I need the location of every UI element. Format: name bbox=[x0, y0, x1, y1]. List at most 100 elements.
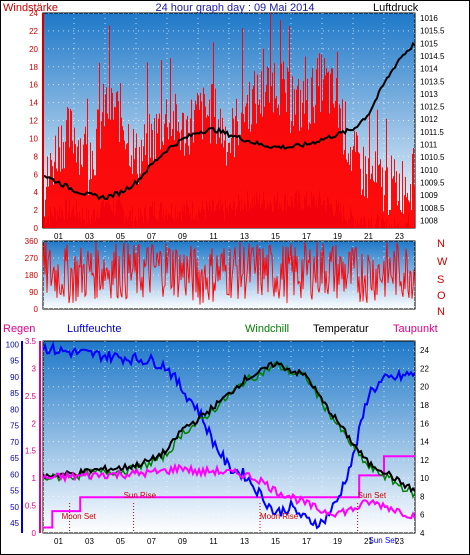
hour-tick-label: 23 bbox=[395, 232, 404, 241]
rain-tick-label: 1.5 bbox=[25, 447, 37, 456]
hour-tick-label: 09 bbox=[178, 232, 187, 241]
pressure-tick-label: 1009.5 bbox=[420, 178, 445, 187]
wind-direction-line bbox=[43, 241, 415, 305]
hour-tick-label: 07 bbox=[147, 232, 156, 241]
temperature-tick-label: 4 bbox=[420, 529, 425, 538]
hour-tick-label: 11 bbox=[209, 537, 218, 546]
hour-tick-label: 09 bbox=[178, 537, 187, 546]
hour-tick-label: 21 bbox=[364, 232, 373, 241]
humidity-tick-label: 70 bbox=[10, 438, 19, 447]
hour-tick-label: 15 bbox=[271, 537, 280, 546]
temperature-tick-label: 8 bbox=[420, 492, 425, 501]
rain-line bbox=[43, 455, 415, 529]
wind-axis-title: Windstärke bbox=[3, 2, 58, 14]
wind-tick-label: 4 bbox=[34, 188, 39, 197]
pressure-tick-label: 1012 bbox=[420, 115, 438, 124]
temperature-tick-label: 6 bbox=[420, 511, 425, 520]
pressure-tick-label: 1013.5 bbox=[420, 77, 445, 86]
humidity-tick-label: 90 bbox=[10, 373, 19, 382]
windchill-legend: Windchill bbox=[245, 323, 289, 335]
hour-tick-label: 05 bbox=[116, 232, 125, 241]
wind-tick-label: 6 bbox=[34, 170, 39, 179]
rain-tick-label: 3.5 bbox=[25, 337, 37, 346]
event-annotation: Sun Set bbox=[369, 536, 398, 545]
hour-tick-label: 15 bbox=[271, 232, 280, 241]
pressure-tick-label: 1010.5 bbox=[420, 153, 445, 162]
direction-tick-label: 90 bbox=[29, 288, 38, 297]
hour-tick-label: 03 bbox=[85, 232, 94, 241]
humidity-tick-label: 45 bbox=[10, 519, 19, 528]
rain-tick-label: 2.5 bbox=[25, 392, 37, 401]
wind-tick-label: 22 bbox=[29, 27, 38, 36]
hour-tick-label: 07 bbox=[147, 537, 156, 546]
temperature-tick-label: 20 bbox=[420, 383, 429, 392]
humidity-tick-label: 55 bbox=[10, 487, 19, 496]
temperature-tick-label: 24 bbox=[420, 346, 429, 355]
wind-tick-label: 16 bbox=[29, 81, 38, 90]
pressure-line bbox=[43, 42, 415, 201]
temperature-tick-label: 16 bbox=[420, 419, 429, 428]
hour-tick-label: 13 bbox=[240, 232, 249, 241]
rain-tick-label: 3 bbox=[32, 364, 37, 373]
pressure-tick-label: 1008.5 bbox=[420, 204, 445, 213]
event-annotation: Moon Rise bbox=[260, 512, 299, 521]
wind-tick-label: 24 bbox=[29, 9, 38, 18]
compass-label: O bbox=[437, 290, 446, 302]
dewpoint-line bbox=[43, 462, 415, 520]
hour-tick-label: 23 bbox=[395, 537, 404, 546]
compass-label: W bbox=[437, 256, 448, 268]
wind-tick-label: 12 bbox=[29, 117, 38, 126]
hour-tick-label: 17 bbox=[302, 232, 311, 241]
pressure-tick-label: 1010 bbox=[420, 166, 438, 175]
rain-axis-title: Regen bbox=[3, 323, 35, 335]
hour-tick-label: 01 bbox=[54, 232, 63, 241]
chart-title: 24 hour graph day : 09 Mai 2014 bbox=[155, 2, 314, 14]
pressure-tick-label: 1015.5 bbox=[420, 27, 445, 36]
compass-label: N bbox=[437, 238, 445, 250]
pressure-tick-label: 1011 bbox=[420, 141, 438, 150]
hour-tick-label: 17 bbox=[302, 537, 311, 546]
temperature-line bbox=[43, 360, 415, 493]
direction-tick-label: 270 bbox=[25, 254, 39, 263]
pressure-tick-label: 1015 bbox=[420, 39, 438, 48]
temperature-tick-label: 18 bbox=[420, 401, 429, 410]
humidity-axis-title: Luftfeuchte bbox=[67, 323, 121, 335]
wind-tick-label: 10 bbox=[29, 134, 38, 143]
compass-label: S bbox=[437, 274, 444, 286]
event-annotation: Moon Set bbox=[62, 512, 97, 521]
direction-tick-label: 0 bbox=[34, 305, 39, 314]
pressure-tick-label: 1014 bbox=[420, 65, 438, 74]
pressure-tick-label: 1011.5 bbox=[420, 128, 444, 137]
rain-tick-label: 0.5 bbox=[25, 502, 37, 511]
panel1-marks bbox=[43, 13, 415, 228]
axes-labels: 02468101214161820222410081008.510091009.… bbox=[6, 9, 448, 546]
pressure-tick-label: 1009 bbox=[420, 191, 438, 200]
humidity-line bbox=[43, 341, 415, 530]
pressure-axis-title: Luftdruck bbox=[373, 2, 419, 14]
temperature-tick-label: 22 bbox=[420, 364, 429, 373]
pressure-tick-label: 1012.5 bbox=[420, 103, 445, 112]
hour-tick-label: 19 bbox=[333, 537, 342, 546]
humidity-tick-label: 60 bbox=[10, 470, 19, 479]
hour-tick-label: 03 bbox=[85, 537, 94, 546]
wind-tick-label: 0 bbox=[34, 224, 39, 233]
humidity-tick-label: 100 bbox=[6, 340, 20, 349]
hour-tick-label: 19 bbox=[333, 232, 342, 241]
wind-tick-label: 14 bbox=[29, 99, 38, 108]
event-annotation: Sun Rise bbox=[124, 491, 157, 500]
rain-tick-label: 1 bbox=[32, 474, 37, 483]
dewpoint-legend: Taupunkt bbox=[393, 323, 438, 335]
pressure-tick-label: 1008 bbox=[420, 216, 438, 225]
panel3-grid bbox=[43, 341, 415, 533]
event-annotation: Sun Set bbox=[358, 491, 387, 500]
hour-tick-label: 05 bbox=[116, 537, 125, 546]
hour-tick-label: 01 bbox=[54, 537, 63, 546]
humidity-tick-label: 75 bbox=[10, 422, 19, 431]
humidity-tick-label: 95 bbox=[10, 357, 19, 366]
wind-tick-label: 8 bbox=[34, 152, 39, 161]
temperature-tick-label: 14 bbox=[420, 438, 429, 447]
pressure-tick-label: 1016 bbox=[420, 14, 438, 23]
humidity-tick-label: 65 bbox=[10, 454, 19, 463]
panel3-marks bbox=[43, 341, 415, 533]
